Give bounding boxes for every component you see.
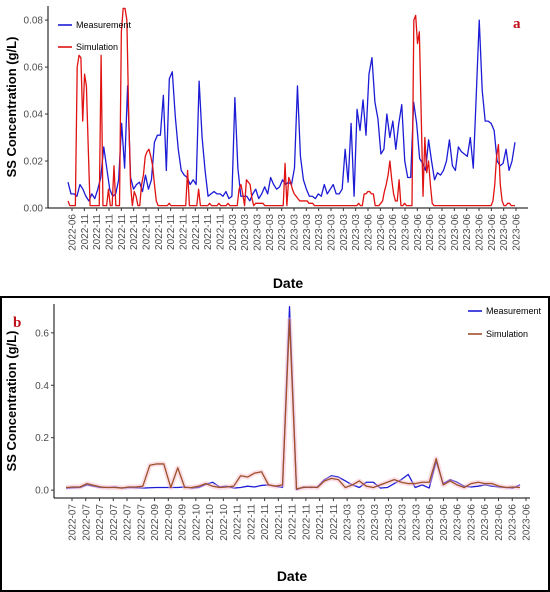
x-tick-label: 2022-09 (178, 504, 189, 541)
x-tick-label: 2022-09 (164, 504, 175, 541)
x-tick-label: 2022-11 (301, 504, 312, 540)
y-tick-label: 0.6 (35, 328, 49, 339)
x-tick-label: 2023-06 (453, 504, 464, 541)
x-tick-label: 2023-03 (370, 504, 381, 541)
x-tick-label: 2023-06 (439, 504, 450, 541)
x-tick-label: 2022-11 (92, 214, 103, 250)
x-tick-label: 2022-07 (95, 504, 106, 541)
y-tick-label: 0.00 (24, 204, 44, 215)
x-tick-label: 2022-11 (117, 214, 128, 250)
x-tick-label: 2022-11 (329, 504, 340, 540)
y-tick-label: 0.4 (35, 381, 49, 392)
x-tick-label: 2022-11 (274, 504, 285, 540)
x-tick-label: 2023-06 (364, 214, 375, 251)
x-tick-label: 2023-06 (425, 214, 436, 251)
x-tick-label: 2022-11 (203, 214, 214, 250)
y-tick-label: 0.0 (35, 486, 49, 497)
x-axis-title: Date (277, 568, 308, 584)
x-tick-label: 2023-03 (240, 214, 251, 251)
x-tick-label: 2023-06 (508, 504, 519, 541)
x-tick-label: 2022-11 (154, 214, 165, 250)
x-tick-label: 2022-11 (260, 504, 271, 540)
x-tick-label: 2023-03 (351, 214, 362, 251)
x-tick-label: 2023-03 (411, 504, 422, 541)
x-tick-label: 2023-06 (512, 214, 523, 251)
x-axis-title: Date (273, 275, 304, 291)
x-tick-label: 2022-07 (136, 504, 147, 541)
x-tick-label: 2023-03 (339, 214, 350, 251)
x-tick-label: 2022-11 (191, 214, 202, 250)
panel-label: a (513, 16, 521, 32)
chart-panel-b: 0.0 0.2 0.4 0.6 2022-07 2022-07 2022-07 2022-07… (0, 296, 550, 592)
legend-label-simulation: Simulation (76, 42, 118, 52)
x-tick-label: 2023-03 (302, 214, 313, 251)
x-tick-label: 2022-11 (166, 214, 177, 250)
x-tick-label: 2023-06 (438, 214, 449, 251)
x-tick-label: 2022-07 (109, 504, 120, 541)
x-tick-label: 2022-07 (68, 504, 79, 541)
x-tick-label: 2023-06 (522, 504, 533, 541)
x-tick-label: 2023-06 (487, 214, 498, 251)
x-tick-label: 2022-11 (315, 504, 326, 540)
x-tick-label: 2023-06 (425, 504, 436, 541)
x-tick-label: 2022-11 (233, 504, 244, 540)
x-tick-label: 2023-06 (475, 214, 486, 251)
legend-label-simulation: Simulation (486, 329, 528, 339)
y-axis-title: SS Concentration (g/L) (4, 37, 19, 178)
x-tick-label: 2023-03 (277, 214, 288, 251)
y-tick-label: 0.08 (24, 16, 44, 27)
x-tick-label: 2023-03 (290, 214, 301, 251)
x-tick-label: 2022-11 (179, 214, 190, 250)
x-tick-label: 2022-10 (191, 504, 202, 541)
x-tick-label: 2023-06 (376, 214, 387, 251)
y-tick-label: 0.06 (24, 63, 44, 74)
x-tick-label: 2023-06 (388, 214, 399, 251)
x-tick-label: 2022-09 (150, 504, 161, 541)
series-line-measurement (67, 19, 516, 202)
series-line-simulation (65, 319, 521, 490)
x-tick-label: 2023-06 (499, 214, 510, 251)
y-axis-title: SS Concentration (g/L) (4, 331, 19, 472)
x-tick-label: 2023-03 (228, 214, 239, 251)
x-tick-label: 2022-06 (68, 214, 79, 251)
x-tick-label: 2023-03 (398, 504, 409, 541)
series-line-simulation (67, 7, 515, 207)
x-tick-label: 2022-11 (216, 214, 227, 250)
y-tick-label: 0.02 (24, 157, 44, 168)
x-tick-label: 2022-11 (142, 214, 153, 250)
x-tick-label: 2023-03 (265, 214, 276, 251)
x-tick-label: 2022-11 (80, 214, 91, 250)
x-tick-label: 2022-11 (105, 214, 116, 250)
y-tick-label: 0.2 (35, 433, 49, 444)
x-tick-label: 2023-06 (466, 504, 477, 541)
x-tick-label: 2022-07 (123, 504, 134, 541)
x-tick-label: 2023-03 (356, 504, 367, 541)
legend-label-measurement: Measurement (486, 306, 542, 316)
chart-panel-a: 0.00 0.02 0.04 0.06 0.08 2022-06 2022-11 2022-1… (4, 6, 528, 291)
x-tick-label: 2023-03 (253, 214, 264, 251)
y-tick-label: 0.04 (24, 110, 44, 121)
panel-label: b (13, 315, 21, 331)
x-tick-label: 2023-03 (314, 214, 325, 251)
x-tick-label: 2022-11 (129, 214, 140, 250)
x-tick-label: 2022-10 (205, 504, 216, 541)
x-tick-label: 2023-06 (462, 214, 473, 251)
x-tick-label: 2023-06 (494, 504, 505, 541)
x-tick-label: 2023-06 (401, 214, 412, 251)
x-tick-label: 2023-06 (450, 214, 461, 251)
x-tick-label: 2022-10 (219, 504, 230, 541)
legend-label-measurement: Measurement (76, 20, 132, 30)
x-tick-label: 2022-07 (81, 504, 92, 541)
x-tick-label: 2022-11 (288, 504, 299, 540)
x-tick-label: 2023-03 (327, 214, 338, 251)
x-tick-label: 2023-03 (384, 504, 395, 541)
x-tick-label: 2023-06 (480, 504, 491, 541)
x-tick-label: 2022-11 (246, 504, 257, 540)
x-tick-label: 2023-06 (413, 214, 424, 251)
x-tick-label: 2023-03 (343, 504, 354, 541)
